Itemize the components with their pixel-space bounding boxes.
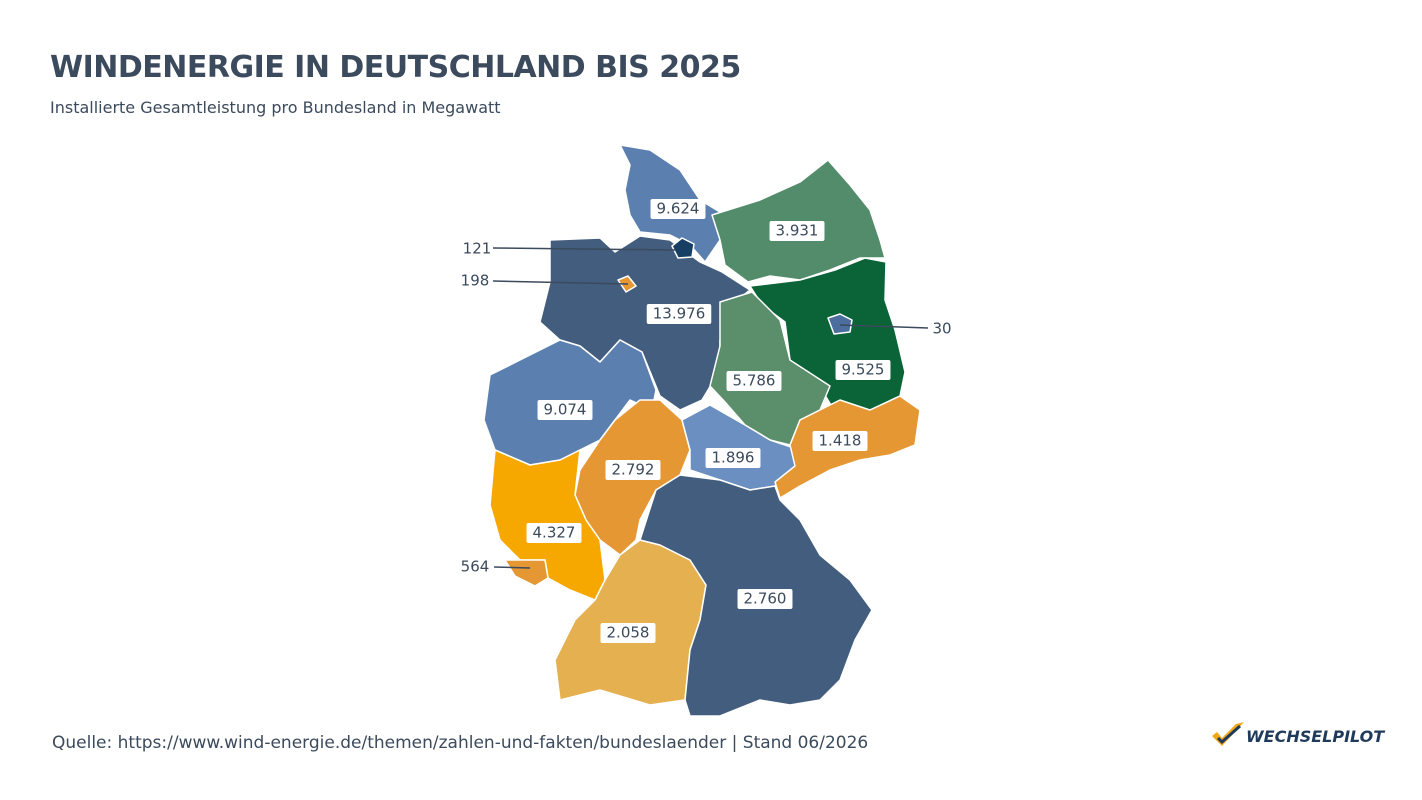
label-background bbox=[600, 623, 656, 643]
value-label: 3.931 bbox=[776, 222, 819, 240]
value-label: 4.327 bbox=[533, 524, 576, 542]
label-background bbox=[526, 523, 582, 543]
leader-line bbox=[492, 247, 677, 251]
value-label: 1.896 bbox=[712, 449, 755, 467]
value-label: 2.792 bbox=[612, 461, 655, 479]
value-label-box: 2.792 bbox=[605, 460, 661, 480]
value-label-box: 2.058 bbox=[600, 623, 656, 643]
value-label: 9.074 bbox=[544, 401, 587, 419]
value-label-box: 3.931 bbox=[769, 221, 825, 241]
label-background bbox=[537, 400, 593, 420]
value-label: 121 bbox=[463, 240, 492, 258]
value-label: 2.760 bbox=[744, 590, 787, 608]
leader-line bbox=[839, 324, 929, 329]
value-label: 1.418 bbox=[819, 432, 862, 450]
value-label: 13.976 bbox=[653, 305, 706, 323]
value-label: 198 bbox=[461, 272, 490, 290]
value-label-box: 13.976 bbox=[646, 304, 712, 324]
value-label-box: 9.074 bbox=[537, 400, 593, 420]
logo-icon bbox=[1212, 722, 1244, 746]
state-region bbox=[504, 559, 549, 587]
label-background bbox=[705, 448, 761, 468]
leader-line bbox=[492, 280, 629, 285]
value-label: 2.058 bbox=[607, 624, 650, 642]
logo: WECHSELPILOT bbox=[1246, 727, 1385, 746]
label-background bbox=[835, 360, 891, 380]
source: Quelle: https://www.wind-energie.de/them… bbox=[52, 733, 869, 753]
label-background bbox=[769, 221, 825, 241]
value-label: 564 bbox=[461, 558, 490, 576]
value-label: 9.525 bbox=[842, 361, 885, 379]
value-label-box: 1.896 bbox=[705, 448, 761, 468]
label-background bbox=[737, 589, 793, 609]
value-label-box: 4.327 bbox=[526, 523, 582, 543]
value-label: 9.624 bbox=[657, 200, 700, 218]
state-region bbox=[671, 237, 695, 259]
value-label-box: 2.760 bbox=[737, 589, 793, 609]
value-label-box: 1.418 bbox=[812, 431, 868, 451]
subtitle: Installierte Gesamtleistung pro Bundesla… bbox=[50, 98, 501, 117]
label-background bbox=[605, 460, 661, 480]
label-background bbox=[726, 371, 782, 391]
value-label-box: 9.624 bbox=[650, 199, 706, 219]
value-label-box: 9.525 bbox=[835, 360, 891, 380]
leader-line bbox=[493, 566, 531, 569]
value-label-box: 5.786 bbox=[726, 371, 782, 391]
value-label: 5.786 bbox=[733, 372, 776, 390]
label-background bbox=[650, 199, 706, 219]
label-background bbox=[812, 431, 868, 451]
title: WINDENERGIE IN DEUTSCHLAND BIS 2025 bbox=[50, 50, 741, 85]
value-label: 30 bbox=[932, 320, 951, 338]
label-background bbox=[646, 304, 712, 324]
